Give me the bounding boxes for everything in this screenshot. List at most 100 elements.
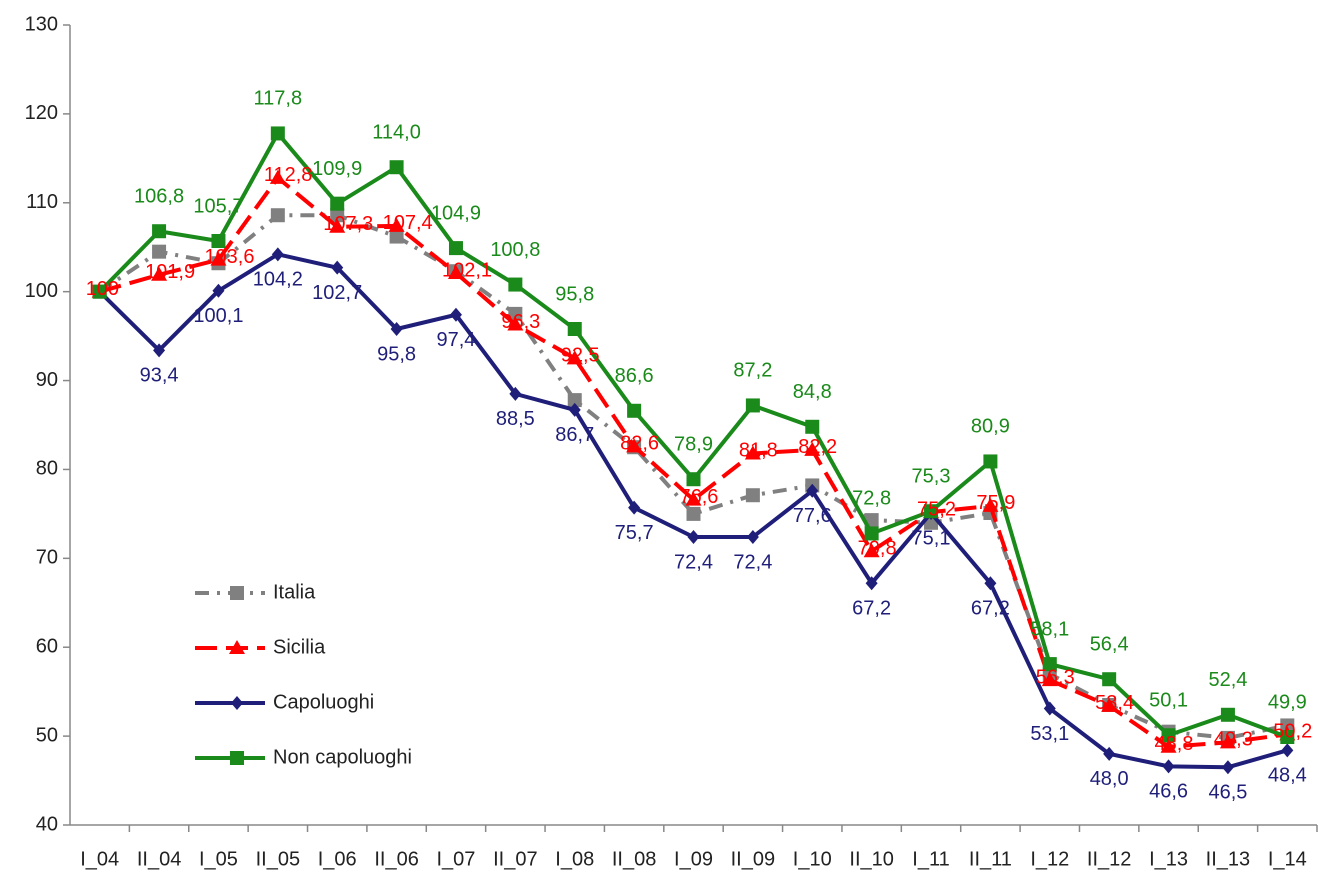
point-marker xyxy=(744,445,761,460)
point-marker xyxy=(686,506,701,521)
point-marker xyxy=(626,438,643,453)
point-marker xyxy=(151,266,168,281)
data-label: 107,3 xyxy=(323,213,373,235)
point-marker xyxy=(687,530,700,544)
point-marker xyxy=(330,208,345,223)
data-label: 86,7 xyxy=(555,424,594,446)
point-marker xyxy=(448,241,463,256)
legend-marker xyxy=(229,640,245,654)
data-label: 103,6 xyxy=(204,246,254,268)
y-tick-label: 80 xyxy=(36,458,58,480)
x-tick-label: I_11 xyxy=(912,848,949,870)
x-tick-label: II_13 xyxy=(1206,848,1250,870)
data-label: 53,4 xyxy=(1095,692,1134,714)
data-label: 75,3 xyxy=(912,466,951,488)
y-tick-label: 100 xyxy=(25,280,58,302)
series-line xyxy=(99,174,1288,749)
data-label: 102,1 xyxy=(442,259,492,281)
data-label: 80,9 xyxy=(971,416,1010,438)
data-label: 86,6 xyxy=(615,365,654,387)
data-label: 72,8 xyxy=(852,488,891,510)
point-marker xyxy=(212,283,225,298)
data-label: 48,0 xyxy=(1090,768,1129,790)
point-marker xyxy=(1042,657,1057,672)
data-label: 81,8 xyxy=(739,440,778,462)
point-marker xyxy=(330,196,345,211)
point-marker xyxy=(1280,718,1295,733)
point-marker xyxy=(508,306,523,321)
data-label: 101,9 xyxy=(145,261,195,283)
x-tick-label: I_14 xyxy=(1268,848,1307,870)
point-marker xyxy=(863,543,880,558)
point-marker xyxy=(1161,728,1176,743)
point-marker xyxy=(982,497,999,512)
data-label: 105,7 xyxy=(193,195,243,217)
data-label: 82,2 xyxy=(798,436,837,458)
y-tick-label: 50 xyxy=(36,724,58,746)
point-marker xyxy=(152,244,167,259)
data-label: 102,7 xyxy=(312,282,362,304)
x-tick-label: I_13 xyxy=(1149,848,1188,870)
data-label: 72,4 xyxy=(733,551,772,573)
data-label: 48,4 xyxy=(1268,765,1307,787)
x-tick-label: I_10 xyxy=(793,848,832,870)
point-marker xyxy=(804,441,821,456)
x-tick-label: II_09 xyxy=(731,848,775,870)
legend-label: Non capoluoghi xyxy=(273,746,412,768)
point-marker xyxy=(567,322,582,336)
x-tick-label: I_12 xyxy=(1030,848,1069,870)
data-label: 87,2 xyxy=(733,360,772,382)
point-marker xyxy=(1219,734,1236,749)
data-label: 82,6 xyxy=(620,433,659,455)
x-tick-label: I_07 xyxy=(437,848,476,870)
x-tick-label: II_10 xyxy=(849,848,893,870)
legend-marker xyxy=(230,751,244,765)
data-label: 49,9 xyxy=(1268,691,1307,713)
point-marker xyxy=(806,483,819,498)
data-label: 78,9 xyxy=(674,434,713,456)
point-marker xyxy=(568,402,581,417)
x-tick-label: I_08 xyxy=(555,848,594,870)
x-tick-label: II_04 xyxy=(137,848,181,870)
point-marker xyxy=(270,208,285,223)
y-tick-label: 70 xyxy=(36,547,58,569)
data-label: 56,3 xyxy=(1036,666,1075,688)
data-label: 84,8 xyxy=(793,381,832,403)
legend-marker xyxy=(231,696,243,710)
data-label: 117,8 xyxy=(254,88,303,110)
point-marker xyxy=(1102,672,1117,687)
data-label: 75,1 xyxy=(912,527,951,549)
y-tick-label: 40 xyxy=(36,813,58,835)
point-marker xyxy=(390,322,403,336)
x-tick-label: I_04 xyxy=(80,848,119,870)
data-label: 46,6 xyxy=(1149,781,1188,803)
legend-label: Capoluoghi xyxy=(273,691,374,713)
point-marker xyxy=(566,350,583,365)
data-label: 100 xyxy=(86,278,119,300)
point-marker xyxy=(686,472,701,487)
legend-marker xyxy=(230,586,244,600)
point-marker xyxy=(1160,738,1177,753)
legend-label: Italia xyxy=(273,581,316,603)
point-marker xyxy=(1220,707,1235,722)
point-marker xyxy=(1280,730,1295,744)
point-marker xyxy=(389,160,404,175)
point-marker xyxy=(745,398,760,413)
data-label: 75,9 xyxy=(976,492,1015,514)
data-label: 46,5 xyxy=(1208,782,1247,804)
point-marker xyxy=(152,224,167,239)
data-label: 95,8 xyxy=(377,343,416,365)
x-tick-label: II_11 xyxy=(969,848,1012,870)
data-label: 107,4 xyxy=(383,212,433,234)
data-label: 114,0 xyxy=(372,122,421,144)
point-marker xyxy=(924,504,939,519)
data-label: 56,4 xyxy=(1090,634,1129,656)
point-marker xyxy=(628,500,641,515)
point-marker xyxy=(449,307,462,322)
data-label: 100,1 xyxy=(193,305,243,327)
data-label: 52,4 xyxy=(1208,669,1247,691)
data-label: 96,3 xyxy=(501,311,540,333)
point-marker xyxy=(864,526,879,541)
data-label: 112,8 xyxy=(264,164,313,186)
point-marker xyxy=(210,251,227,266)
